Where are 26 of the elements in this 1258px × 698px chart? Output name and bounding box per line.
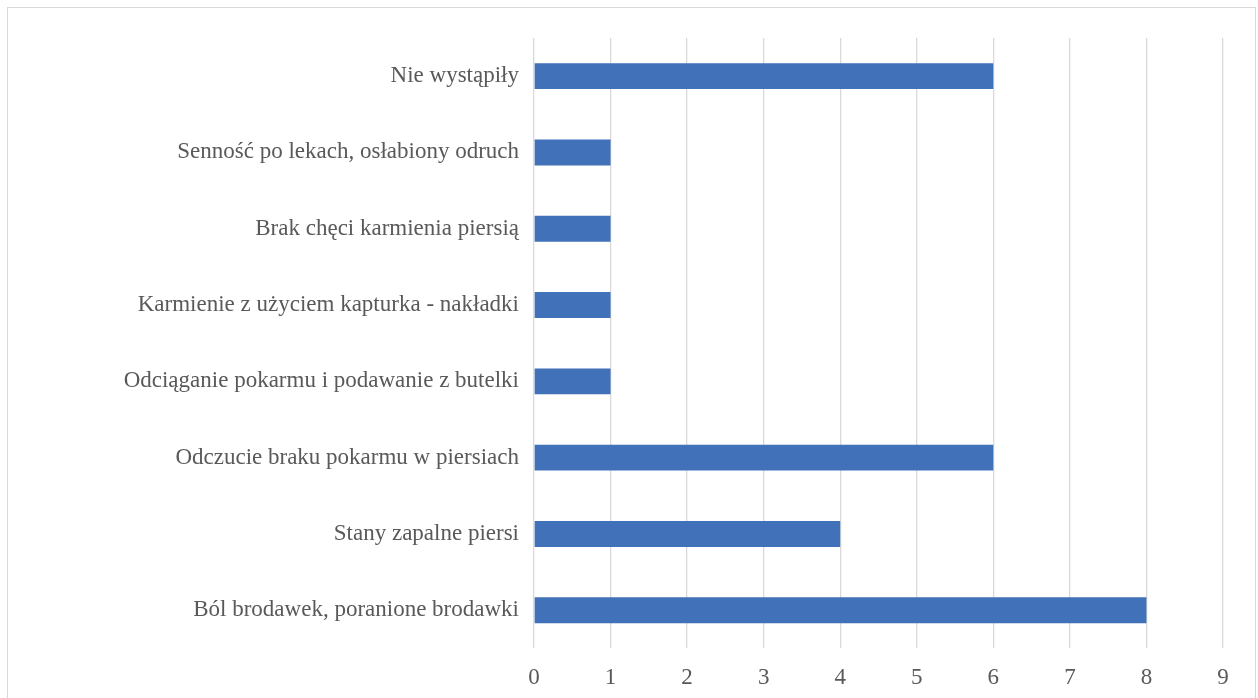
x-tick-label: 1 [604, 664, 617, 690]
y-tick-label: Odczucie braku pokarmu w piersiach [175, 443, 520, 469]
bar [534, 444, 994, 471]
y-tick-label: Odciąganie pokarmu i podawanie z butelki [123, 367, 519, 393]
y-tick-label: Brak chęci karmienia piersią [255, 214, 520, 240]
x-tick-label: 0 [528, 664, 540, 690]
x-tick-label: 5 [911, 664, 923, 690]
y-tick-label: Senność po lekach, osłabiony odruch [177, 138, 520, 164]
bar [534, 520, 841, 547]
x-tick-label: 3 [757, 664, 770, 690]
bar [534, 292, 611, 319]
bar [534, 139, 611, 166]
x-tick-label: 8 [1140, 664, 1153, 690]
x-tick-label: 7 [1064, 664, 1076, 690]
y-tick-label: Stany zapalne piersi [333, 520, 519, 545]
bar [534, 63, 994, 90]
x-tick-label: 9 [1217, 664, 1229, 690]
bar [534, 215, 611, 242]
x-tick-label: 4 [834, 664, 847, 690]
x-tick-label: 2 [681, 664, 693, 690]
bar [534, 597, 1147, 624]
x-tick-label: 6 [987, 664, 1000, 690]
y-tick-label: Nie wystąpiły [390, 62, 520, 88]
y-tick-label: Karmienie z użyciem kapturka - nakładki [137, 291, 519, 317]
y-tick-label: Ból brodawek, poranione brodawki [193, 596, 519, 622]
bar [534, 368, 611, 395]
